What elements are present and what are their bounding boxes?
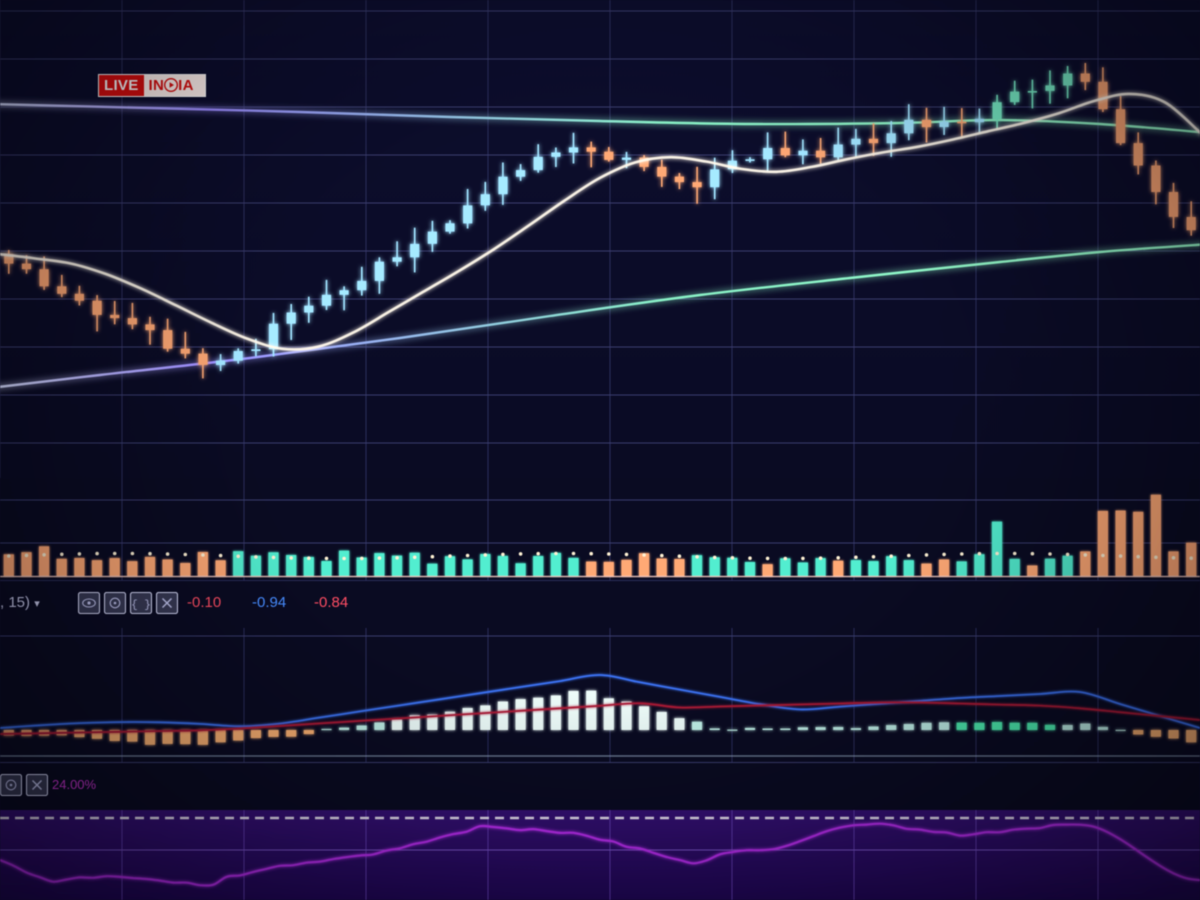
svg-text:{ }: { } <box>131 600 151 612</box>
